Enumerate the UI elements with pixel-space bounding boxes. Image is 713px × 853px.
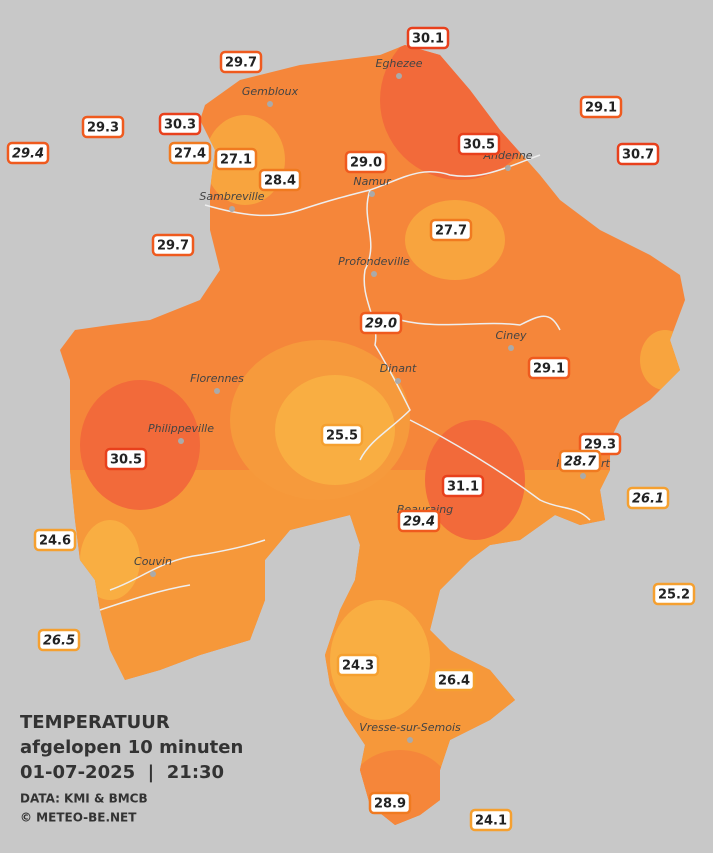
station-value: 27.7: [435, 224, 467, 239]
station-box: [558, 449, 602, 473]
station-box: [441, 474, 485, 498]
station-value: 25.2: [658, 588, 690, 603]
station-value: 24.1: [475, 814, 507, 829]
station-box: [359, 311, 403, 335]
station-box: [626, 486, 670, 510]
station-box: [432, 668, 476, 692]
station-box: [81, 115, 125, 139]
stations: 30.1 29.7 29.1 29.3 30.3 29.4 27.4 27.1 30.5 30.7…: [6, 26, 696, 832]
city-dot: [150, 571, 156, 577]
station-box: [368, 791, 412, 815]
city-dot: [267, 101, 273, 107]
station-box: [616, 142, 660, 166]
station-value: 27.1: [220, 153, 252, 168]
station-box: [219, 50, 263, 74]
station-box: [6, 141, 50, 165]
station-value: 29.0: [350, 156, 382, 171]
station-box: [37, 628, 81, 652]
credit: DATA: KMI & BMCB: [20, 792, 148, 806]
station-box: [429, 218, 473, 242]
city-label: Eghezee: [376, 57, 423, 70]
station-box: [320, 423, 364, 447]
station-box: [336, 653, 380, 677]
city-label: Couvin: [134, 555, 172, 568]
city-dot: [371, 271, 377, 277]
rivers: [99, 154, 591, 611]
city-dot: [178, 438, 184, 444]
city-dot: [229, 206, 235, 212]
city-dot: [580, 473, 586, 479]
station-value: 26.5: [43, 634, 75, 649]
station-value: 29.1: [585, 101, 617, 116]
city-dot: [395, 378, 401, 384]
station-box: [214, 147, 258, 171]
city-label: Ciney: [496, 329, 527, 342]
station-value: 29.4: [12, 147, 44, 162]
station-box: [158, 112, 202, 136]
city-label: Florennes: [190, 372, 244, 385]
station-box: [151, 233, 195, 257]
city-dot: [369, 191, 375, 197]
city-label: Philippeville: [148, 422, 214, 435]
station-value: 30.5: [110, 453, 142, 468]
city-dot: [407, 737, 413, 743]
station-box: [527, 356, 571, 380]
station-value: 30.1: [412, 32, 444, 47]
station-value: 30.7: [622, 148, 654, 163]
station-box: [397, 509, 441, 533]
station-value: 29.3: [584, 438, 616, 453]
station-value: 28.4: [264, 174, 296, 189]
station-value: 25.5: [326, 429, 358, 444]
station-box: [258, 168, 302, 192]
city-dot: [505, 165, 511, 171]
city-label: Dinant: [380, 362, 417, 375]
station-value: 29.7: [157, 239, 189, 254]
city-label: Sambreville: [199, 190, 264, 203]
city-dot: [508, 345, 514, 351]
station-value: 26.4: [438, 674, 470, 689]
station-value: 26.1: [632, 492, 664, 507]
station-box: [457, 132, 501, 156]
station-box: [104, 447, 148, 471]
station-box: [406, 26, 450, 50]
city-label: Gembloux: [242, 85, 299, 98]
city-label: Profondeville: [338, 255, 410, 268]
credit: © METEO-BE.NET: [20, 811, 137, 825]
station-value: 29.4: [403, 515, 435, 530]
datetime: 01-07-2025 | 21:30: [20, 762, 224, 783]
station-box: [579, 95, 623, 119]
station-value: 28.9: [374, 797, 406, 812]
station-box: [168, 141, 212, 165]
station-value: 29.3: [87, 121, 119, 136]
station-box: [652, 582, 696, 606]
station-value: 28.7: [564, 455, 597, 470]
station-value: 30.5: [463, 138, 495, 153]
station-value: 27.4: [174, 147, 206, 162]
station-value: 31.1: [447, 480, 479, 495]
title: TEMPERATUUR: [20, 712, 170, 733]
station-value: 24.3: [342, 659, 374, 674]
station-value: 24.6: [39, 534, 71, 549]
city-dot: [214, 388, 220, 394]
station-value: 29.1: [533, 362, 565, 377]
station-value: 29.7: [225, 56, 257, 71]
station-value: 30.3: [164, 118, 196, 133]
station-box: [469, 808, 513, 832]
subtitle: afgelopen 10 minuten: [20, 737, 243, 758]
city-dot: [396, 73, 402, 79]
station-box: [33, 528, 77, 552]
station-value: 29.0: [365, 317, 397, 332]
station-box: [344, 150, 388, 174]
city-label: Namur: [353, 175, 392, 188]
city-label: Vresse-sur-Semois: [359, 721, 461, 734]
